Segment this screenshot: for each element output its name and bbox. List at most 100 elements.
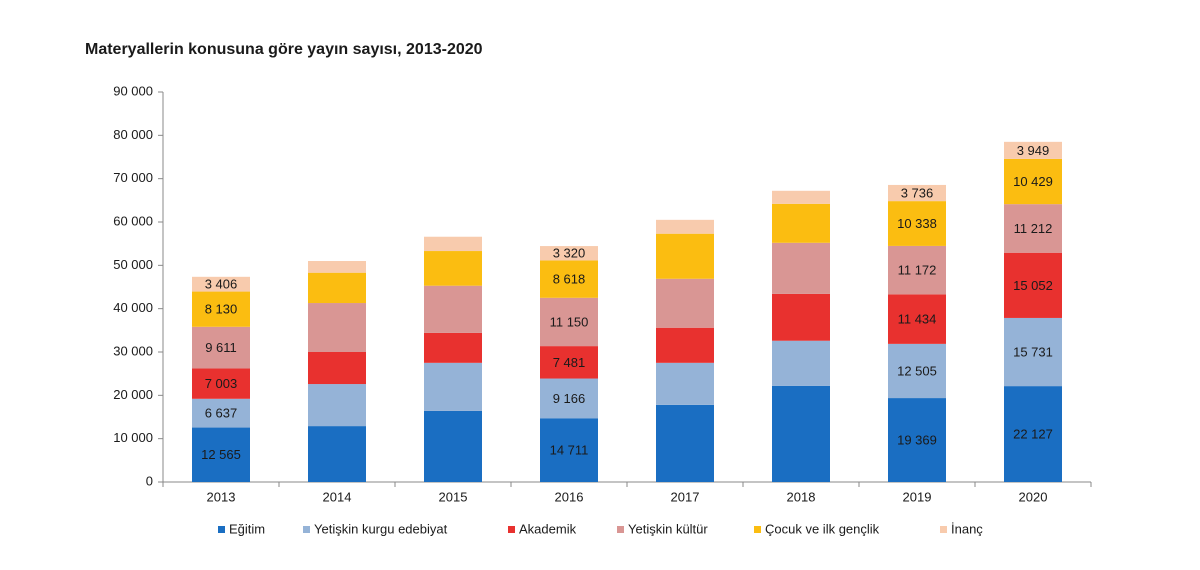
- bar-segment: [656, 327, 714, 363]
- data-label: 10 338: [897, 216, 937, 231]
- bar-segment: [540, 418, 598, 482]
- bar-segment: [192, 368, 250, 399]
- bar-segment: [656, 362, 714, 405]
- bar-segment: [656, 278, 714, 328]
- bar-segment: [192, 326, 250, 369]
- bar-segment: [308, 426, 366, 482]
- bar-segment: [772, 242, 830, 294]
- data-label: 12 565: [201, 447, 241, 462]
- bar-segment: [772, 190, 830, 204]
- y-tick-label: 60 000: [113, 213, 153, 228]
- bar-segment: [192, 427, 250, 482]
- bar-segment: [1004, 317, 1062, 387]
- bar-segment: [1004, 252, 1062, 318]
- bar-segment: [1004, 158, 1062, 205]
- legend-label: Akademik: [519, 521, 577, 536]
- x-tick-label: 2014: [323, 489, 352, 504]
- y-tick-label: 50 000: [113, 257, 153, 272]
- data-label: 19 369: [897, 432, 937, 447]
- bar-segment: [772, 293, 830, 341]
- data-label: 11 150: [550, 314, 589, 329]
- bar-segment: [888, 398, 946, 482]
- y-tick-label: 80 000: [113, 127, 153, 142]
- data-label: 15 052: [1013, 278, 1053, 293]
- bar-segment: [424, 251, 482, 286]
- x-tick-label: 2016: [555, 489, 584, 504]
- data-label: 7 003: [205, 376, 238, 391]
- legend-label: Yetişkin kültür: [628, 521, 708, 536]
- data-label: 15 731: [1013, 344, 1053, 359]
- bar-segment: [308, 261, 366, 273]
- bar-segment: [540, 378, 598, 419]
- bar-segment: [888, 343, 946, 399]
- data-label: 3 320: [553, 246, 586, 261]
- x-tick-label: 2017: [671, 489, 700, 504]
- data-label: 8 618: [553, 272, 586, 287]
- y-tick-label: 90 000: [113, 83, 153, 98]
- data-label: 3 736: [901, 185, 934, 200]
- legend-label: Eğitim: [229, 521, 265, 536]
- bar-segment: [656, 233, 714, 279]
- legend-swatch: [303, 526, 310, 533]
- bar-segment: [540, 297, 598, 347]
- bar-segment: [192, 276, 250, 292]
- bar-segment: [540, 260, 598, 298]
- bar-segment: [192, 398, 250, 428]
- bar-segment: [424, 236, 482, 252]
- bar-segment: [888, 184, 946, 202]
- bar-segment: [424, 362, 482, 411]
- legend-swatch: [617, 526, 624, 533]
- bar-segment: [308, 384, 366, 427]
- data-label: 22 127: [1013, 426, 1053, 441]
- bar-segment: [540, 346, 598, 379]
- x-tick-label: 2020: [1019, 489, 1048, 504]
- chart-title: Materyallerin konusuna göre yayın sayısı…: [85, 41, 483, 58]
- legend-label: Çocuk ve ilk gençlik: [765, 521, 880, 536]
- bar-segment: [656, 404, 714, 482]
- data-label: 9 166: [553, 391, 586, 406]
- data-label: 10 429: [1013, 174, 1053, 189]
- bar-segment: [888, 245, 946, 295]
- data-label: 12 505: [897, 363, 937, 378]
- data-label: 11 434: [898, 312, 937, 327]
- bar-segment: [656, 219, 714, 234]
- bar-segment: [772, 385, 830, 482]
- x-tick-label: 2019: [903, 489, 932, 504]
- y-tick-label: 10 000: [113, 430, 153, 445]
- bar-segment: [424, 410, 482, 482]
- bar-segment: [308, 352, 366, 385]
- bar-segment: [888, 201, 946, 246]
- data-label: 3 949: [1017, 143, 1050, 158]
- data-label: 11 212: [1014, 221, 1053, 236]
- data-label: 9 611: [205, 340, 237, 355]
- legend-label: İnanç: [951, 521, 983, 536]
- bar-segment: [1004, 204, 1062, 253]
- y-tick-label: 30 000: [113, 343, 153, 358]
- bar-segment: [308, 272, 366, 304]
- y-tick-label: 40 000: [113, 300, 153, 315]
- bar-segment: [1004, 141, 1062, 159]
- data-label: 14 711: [550, 443, 589, 458]
- legend-swatch: [940, 526, 947, 533]
- legend-swatch: [218, 526, 225, 533]
- data-label: 7 481: [553, 355, 586, 370]
- data-label: 11 172: [898, 263, 937, 278]
- bar-segment: [192, 291, 250, 327]
- data-label: 3 406: [205, 277, 238, 292]
- legend-swatch: [508, 526, 515, 533]
- bar-segment: [424, 332, 482, 363]
- y-tick-label: 0: [146, 473, 153, 488]
- bar-segment: [888, 294, 946, 344]
- data-label: 8 130: [205, 302, 238, 317]
- x-tick-label: 2013: [207, 489, 236, 504]
- legend-label: Yetişkin kurgu edebiyat: [314, 521, 448, 536]
- y-tick-label: 20 000: [113, 387, 153, 402]
- bar-segment: [308, 303, 366, 352]
- x-tick-label: 2018: [787, 489, 816, 504]
- bar-segment: [424, 285, 482, 333]
- x-tick-label: 2015: [439, 489, 468, 504]
- bar-segment: [772, 203, 830, 243]
- legend-swatch: [754, 526, 761, 533]
- data-label: 6 637: [205, 406, 238, 421]
